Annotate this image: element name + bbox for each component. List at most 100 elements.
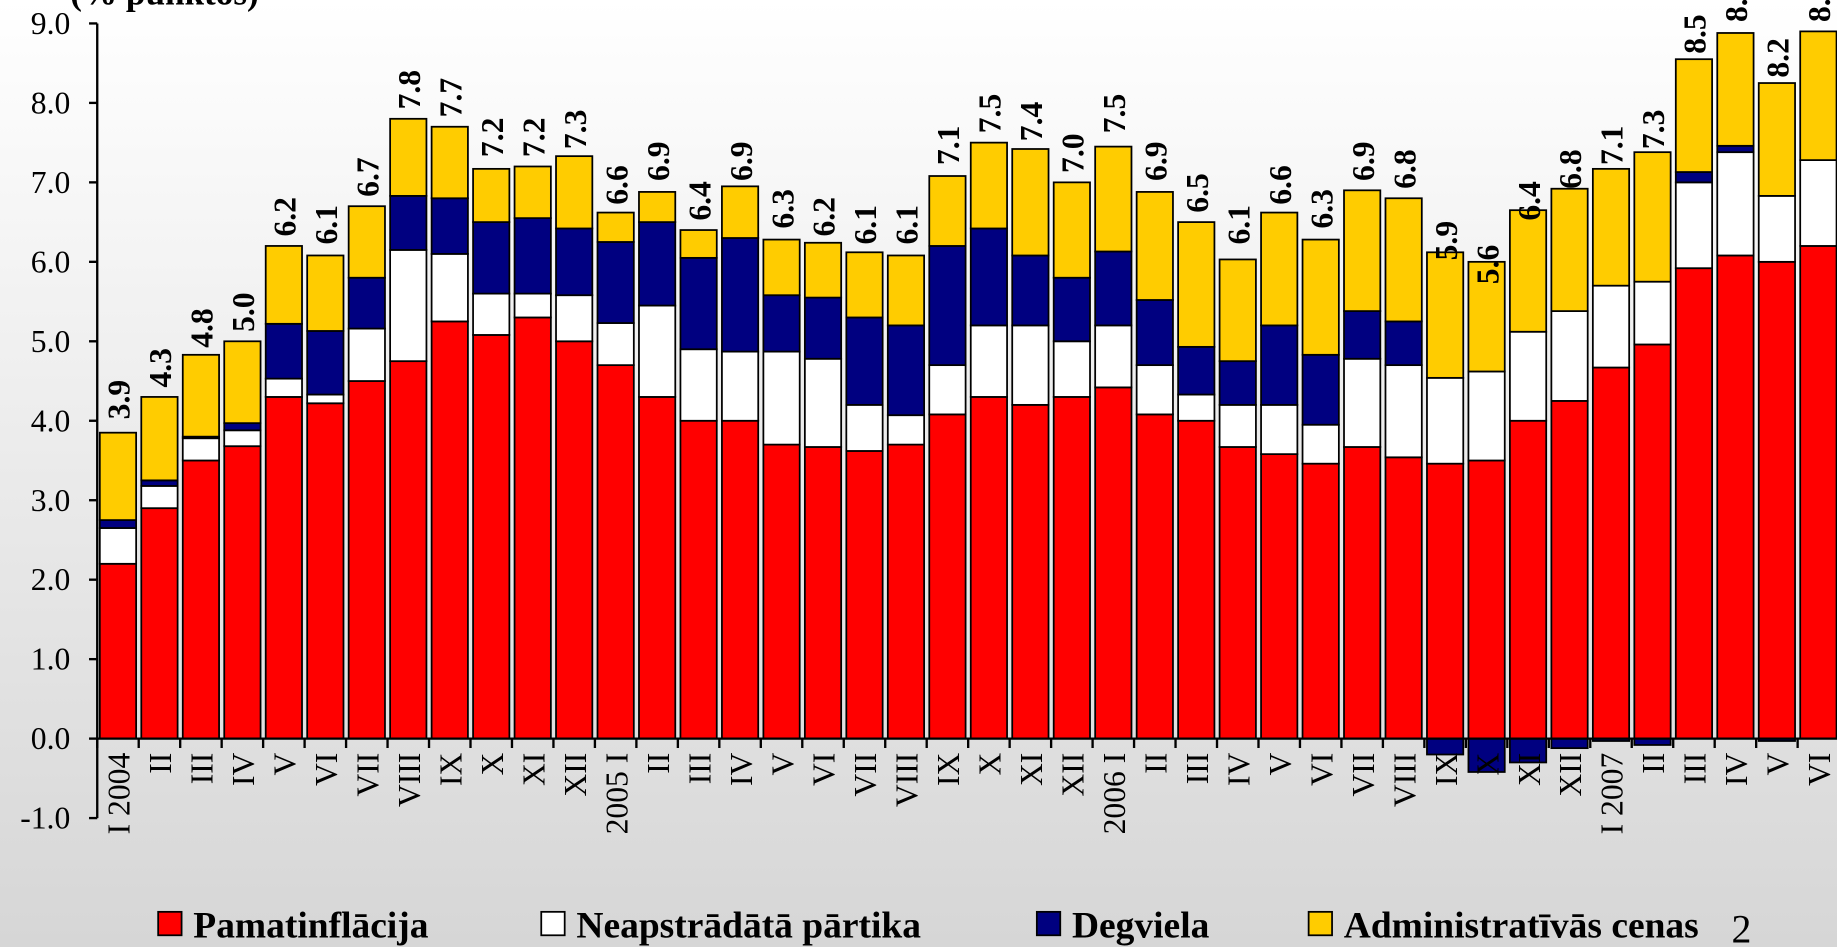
- bar-segment: [555, 155, 594, 230]
- bar-segment: [264, 377, 303, 398]
- bar-segment: [886, 414, 926, 446]
- bar-segment: [1591, 167, 1631, 287]
- total-label: 6.6: [599, 165, 634, 205]
- bar-segment: [1509, 419, 1548, 740]
- bar-segment: [1384, 456, 1423, 740]
- total-label: 4.8: [185, 308, 220, 348]
- x-tick-label: II: [641, 753, 676, 774]
- bar-segment: [389, 249, 428, 363]
- total-label: 6.9: [641, 141, 676, 181]
- bar-segment: [1052, 340, 1091, 398]
- bar-segment: [803, 296, 843, 360]
- x-tick-label: XI: [1512, 753, 1547, 786]
- x-tick-label: VIII: [392, 753, 427, 807]
- bar-segment: [347, 380, 386, 740]
- bar-segment: [1135, 413, 1174, 740]
- x-tick-label: VI: [807, 753, 842, 786]
- total-label: 6.4: [682, 181, 717, 221]
- bar-segment: [264, 245, 303, 325]
- bar-segment: [1094, 145, 1133, 253]
- bar-segment: [1757, 260, 1796, 740]
- bar-segment: [1426, 376, 1465, 465]
- total-label: 6.8: [1553, 149, 1588, 189]
- total-label: 6.9: [1346, 141, 1381, 181]
- total-label: 8.9: [1802, 0, 1837, 22]
- y-tick-label: 9.0: [31, 6, 71, 41]
- total-label: 7.0: [1056, 133, 1091, 173]
- x-tick-label: III: [1678, 753, 1713, 785]
- bar-segment: [555, 294, 594, 343]
- bar-segment: [596, 211, 635, 243]
- x-tick-label: V: [268, 753, 303, 776]
- bar-segment: [306, 330, 345, 396]
- bar-segment: [1467, 737, 1506, 773]
- bar-segment: [845, 316, 884, 406]
- x-tick-label: V: [1263, 753, 1298, 776]
- total-label: 8.9: [1719, 0, 1754, 22]
- bar-segment: [264, 322, 303, 380]
- bar-segment: [347, 327, 386, 382]
- bar-segment: [1177, 345, 1216, 396]
- bar-segment: [1550, 310, 1589, 402]
- bar-segment: [886, 324, 926, 417]
- x-tick-label: X: [475, 753, 510, 776]
- bar-segment: [1426, 462, 1465, 740]
- bar-segment: [98, 431, 138, 521]
- x-tick-label: XI: [1014, 753, 1049, 786]
- bar-segment: [223, 429, 262, 448]
- bar-segment: [1550, 187, 1589, 312]
- bar-segment: [1011, 148, 1050, 257]
- bar-segment: [1757, 82, 1796, 197]
- total-label: 7.1: [1595, 126, 1630, 166]
- total-label: 7.3: [1636, 110, 1671, 150]
- bar-segment: [721, 419, 760, 740]
- bar-segment: [1218, 403, 1257, 448]
- bar-segment: [1674, 181, 1713, 270]
- bar-segment: [1011, 254, 1050, 327]
- bar-segment: [472, 221, 511, 295]
- y-tick-label: 7.0: [31, 165, 71, 200]
- bar-segment: [1674, 171, 1713, 184]
- bar-segment: [430, 253, 469, 323]
- bar-segment: [928, 175, 967, 247]
- bar-segment: [513, 217, 552, 295]
- total-label: 7.1: [931, 126, 966, 166]
- bar-segment: [1633, 151, 1672, 283]
- bar-segment: [389, 194, 428, 251]
- bar-segment: [1757, 194, 1796, 263]
- total-label: 5.0: [226, 292, 261, 332]
- bar-segment: [181, 437, 220, 462]
- x-tick-label: XII: [1553, 753, 1588, 797]
- bar-segment: [1218, 446, 1257, 740]
- bar-segment: [1716, 151, 1755, 257]
- bar-segment: [845, 450, 884, 740]
- bar-segment: [928, 364, 967, 416]
- total-label: 6.3: [1304, 189, 1339, 229]
- legend-label: Degviela: [1072, 906, 1210, 947]
- bar-segment: [513, 165, 552, 220]
- bar-segment: [98, 527, 138, 565]
- bar-segment: [638, 304, 677, 398]
- total-label: 6.9: [1139, 141, 1174, 181]
- page-number: 2: [1732, 906, 1752, 947]
- bar-segment: [140, 485, 179, 510]
- bar-segment: [721, 350, 760, 422]
- bar-segment: [223, 445, 262, 740]
- bar-segment: [762, 294, 801, 353]
- bar-segment: [679, 348, 718, 422]
- bar-segment: [1260, 403, 1299, 456]
- x-tick-label: VI: [1304, 753, 1339, 786]
- x-tick-label: II: [143, 753, 178, 774]
- x-tick-label: VI: [1802, 753, 1837, 786]
- total-label: 6.7: [351, 157, 386, 197]
- y-tick-label: -1.0: [20, 801, 70, 836]
- total-label: 7.2: [475, 118, 510, 158]
- bar-segment: [721, 237, 760, 353]
- bar-segment: [679, 256, 718, 351]
- bar-segment: [181, 459, 220, 740]
- bar-segment: [1343, 446, 1382, 740]
- bar-segment: [762, 238, 801, 297]
- legend-label: Administratīvās cenas: [1344, 906, 1699, 947]
